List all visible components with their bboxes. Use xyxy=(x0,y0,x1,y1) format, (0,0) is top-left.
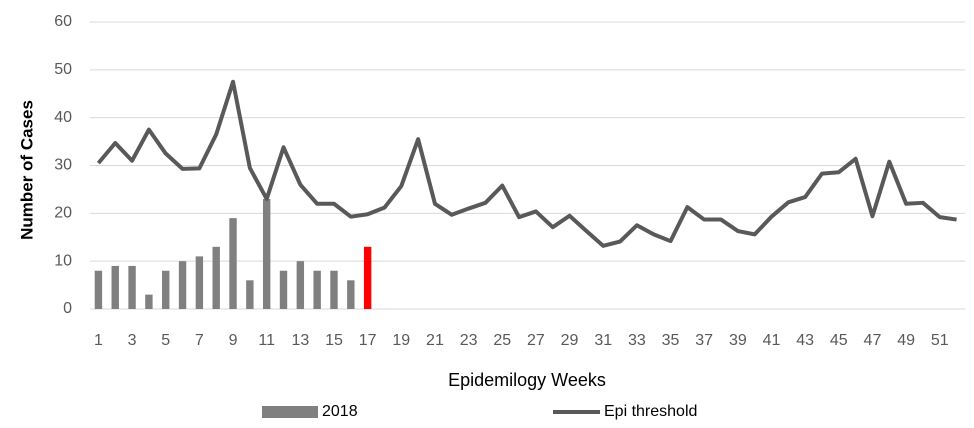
legend-swatch xyxy=(262,406,318,418)
line xyxy=(96,79,957,248)
x-tick-label: 31 xyxy=(594,332,612,349)
bar xyxy=(363,246,372,309)
bar xyxy=(229,218,237,309)
x-tick-label: 7 xyxy=(195,332,204,349)
bar xyxy=(296,261,305,309)
y-tick-label: 20 xyxy=(54,205,72,222)
x-tick-label: 11 xyxy=(258,332,275,349)
x-tick-label: 21 xyxy=(426,332,444,349)
x-axis-label: Epidemilogy Weeks xyxy=(448,370,606,390)
x-tick-label: 5 xyxy=(161,332,170,349)
x-tick-label: 41 xyxy=(763,332,781,349)
x-tick-label: 9 xyxy=(229,332,238,349)
y-tick-label: 60 xyxy=(54,13,72,30)
x-tick-label: 29 xyxy=(561,332,579,349)
y-tick-label: 40 xyxy=(54,109,72,126)
y-axis-label: Number of Cases xyxy=(17,100,36,240)
bar xyxy=(262,198,271,309)
bar xyxy=(246,280,254,309)
bar xyxy=(195,256,204,309)
x-tick-label: 1 xyxy=(94,332,103,349)
x-tick-label: 19 xyxy=(392,332,410,349)
x-tick-label: 35 xyxy=(662,332,680,349)
x-tick-label: 27 xyxy=(527,332,545,349)
x-tick-label: 47 xyxy=(864,332,882,349)
x-tick-label: 25 xyxy=(493,332,511,349)
y-tick-label: 50 xyxy=(54,61,72,78)
x-tick-label: 37 xyxy=(695,332,713,349)
x-tick-label: 45 xyxy=(830,332,848,349)
legend-label: Epi threshold xyxy=(604,403,697,420)
legend-label: 2018 xyxy=(322,403,358,420)
bar xyxy=(279,270,288,309)
bar xyxy=(347,280,355,309)
x-tick-label: 15 xyxy=(325,332,343,349)
y-tick-label: 10 xyxy=(54,252,72,269)
bar xyxy=(313,270,321,309)
x-tick-label: 39 xyxy=(729,332,747,349)
x-tick-label: 51 xyxy=(931,332,949,349)
x-tick-label: 43 xyxy=(796,332,814,349)
bar xyxy=(128,265,136,309)
x-tick-label: 23 xyxy=(460,332,478,349)
bar xyxy=(111,265,119,309)
bar xyxy=(330,270,338,309)
x-tick-label: 3 xyxy=(128,332,137,349)
x-tick-label: 49 xyxy=(897,332,915,349)
bar xyxy=(162,270,170,309)
bar xyxy=(212,246,220,309)
bar xyxy=(178,261,187,309)
y-tick-label: 30 xyxy=(54,157,72,174)
bar xyxy=(94,270,103,309)
x-tick-label: 33 xyxy=(628,332,646,349)
x-tick-label: 13 xyxy=(291,332,309,349)
y-tick-label: 0 xyxy=(63,300,72,317)
x-tick-label: 17 xyxy=(359,332,377,349)
bar xyxy=(145,294,153,309)
